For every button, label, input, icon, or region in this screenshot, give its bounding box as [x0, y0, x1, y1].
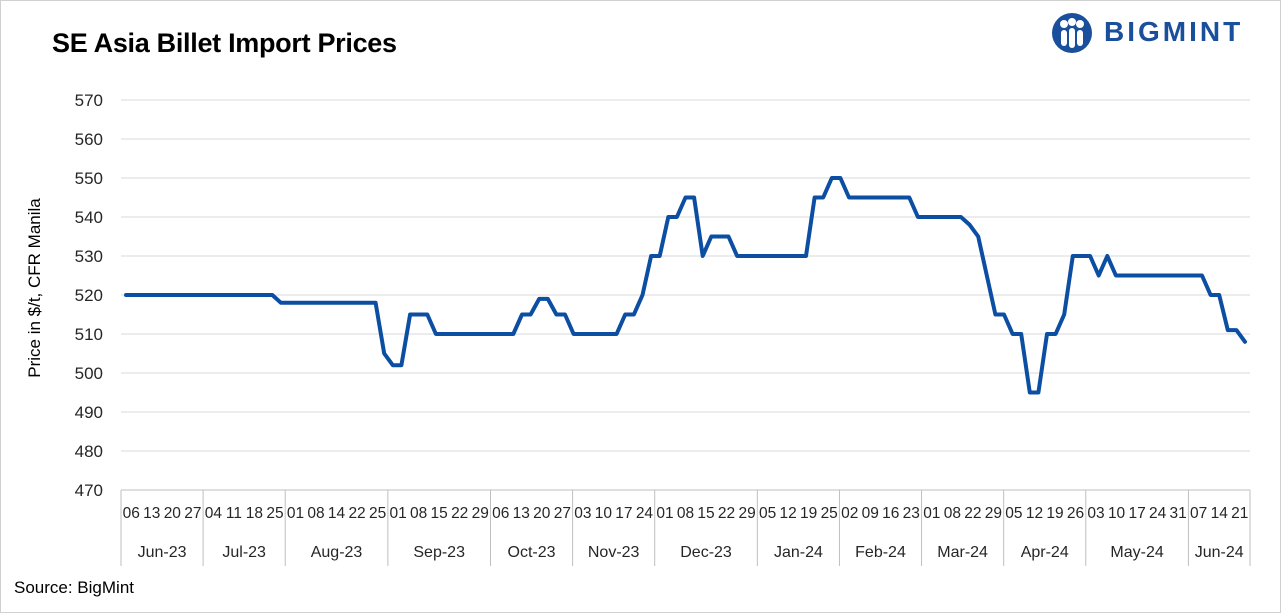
- x-day-label: 13: [143, 505, 160, 522]
- x-month-label: Nov-23: [588, 544, 640, 561]
- x-day-label: 14: [328, 505, 346, 522]
- x-day-label: 25: [821, 505, 838, 522]
- x-day-label: 22: [964, 505, 981, 522]
- x-day-label: 22: [718, 505, 735, 522]
- x-month-label: Feb-24: [855, 544, 906, 561]
- x-day-label: 20: [164, 505, 182, 522]
- x-day-label: 03: [574, 505, 591, 522]
- x-day-label: 19: [1046, 505, 1063, 522]
- x-axis: [120, 489, 1251, 566]
- bigmint-logo: [1052, 13, 1092, 53]
- y-tick-label: 540: [75, 208, 103, 227]
- x-day-label: 22: [348, 505, 365, 522]
- x-day-label: 10: [595, 505, 613, 522]
- x-day-label: 07: [1190, 505, 1207, 522]
- x-month-label: Jan-24: [774, 544, 823, 561]
- y-tick-label: 490: [75, 403, 103, 422]
- x-day-label: 24: [1149, 505, 1167, 522]
- x-day-label: 31: [1170, 505, 1187, 522]
- x-month-label: Dec-23: [680, 544, 732, 561]
- x-day-label: 08: [307, 505, 324, 522]
- x-month-label: Jul-23: [222, 544, 266, 561]
- x-day-label: 08: [677, 505, 694, 522]
- x-month-label: Jun-24: [1195, 544, 1244, 561]
- x-day-label: 19: [800, 505, 817, 522]
- y-tick-label: 560: [75, 130, 103, 149]
- y-tick-label: 550: [75, 169, 103, 188]
- x-day-label: 01: [287, 505, 304, 522]
- chart-title: SE Asia Billet Import Prices: [52, 28, 397, 58]
- x-day-label: 06: [123, 505, 140, 522]
- x-day-label: 09: [862, 505, 879, 522]
- x-day-label: 15: [697, 505, 714, 522]
- x-day-label: 29: [985, 505, 1002, 522]
- y-axis-label: Price in $/t, CFR Manila: [25, 198, 44, 378]
- x-day-label: 21: [1231, 505, 1248, 522]
- series-group: [124, 176, 1247, 395]
- bigmint-wordmark: BIGMINT: [1104, 16, 1244, 47]
- x-month-label: Apr-24: [1021, 544, 1069, 561]
- x-day-label: 14: [1211, 505, 1229, 522]
- y-tick-label: 480: [75, 442, 103, 461]
- x-day-label: 10: [1108, 505, 1126, 522]
- x-day-label: 15: [431, 505, 448, 522]
- y-tick-label: 500: [75, 364, 103, 383]
- x-day-label: 04: [205, 505, 223, 522]
- x-day-label: 01: [923, 505, 940, 522]
- x-day-label: 29: [738, 505, 755, 522]
- x-day-label: 13: [513, 505, 530, 522]
- x-axis-day-labels: 06 13 20 27 04 11 18 25 01 08 14 22 25 01 08 15 22 29 06 13…: [123, 505, 1249, 522]
- x-day-label: 08: [410, 505, 427, 522]
- y-axis-ticks: 470 480 490 500 510 520 530 540 550 560 570: [75, 91, 103, 500]
- x-day-label: 01: [656, 505, 673, 522]
- x-day-label: 20: [533, 505, 551, 522]
- x-day-label: 11: [226, 505, 242, 522]
- y-tick-label: 530: [75, 247, 103, 266]
- y-tick-label: 570: [75, 91, 103, 110]
- x-day-label: 18: [246, 505, 263, 522]
- x-day-label: 05: [759, 505, 776, 522]
- x-month-label: Oct-23: [508, 544, 556, 561]
- x-day-label: 27: [184, 505, 201, 522]
- x-day-label: 17: [615, 505, 632, 522]
- x-day-label: 02: [841, 505, 858, 522]
- x-day-label: 12: [1026, 505, 1043, 522]
- x-day-label: 03: [1087, 505, 1104, 522]
- x-day-label: 26: [1067, 505, 1084, 522]
- source-note: Source: BigMint: [14, 578, 134, 597]
- x-day-label: 12: [780, 505, 797, 522]
- y-tick-label: 470: [75, 481, 103, 500]
- x-day-label: 16: [882, 505, 899, 522]
- x-day-label: 08: [944, 505, 961, 522]
- y-tick-label: 510: [75, 325, 103, 344]
- x-month-label: Aug-23: [311, 544, 363, 561]
- x-month-label: Sep-23: [413, 544, 465, 561]
- x-day-label: 23: [903, 505, 920, 522]
- x-day-label: 01: [389, 505, 406, 522]
- gridlines: [121, 99, 1250, 452]
- x-day-label: 05: [1005, 505, 1022, 522]
- series-line: [124, 176, 1247, 395]
- bigmint-logo-icon: [1052, 13, 1092, 53]
- x-day-label: 24: [636, 505, 654, 522]
- x-day-label: 29: [472, 505, 489, 522]
- x-day-label: 25: [266, 505, 283, 522]
- y-tick-label: 520: [75, 286, 103, 305]
- x-month-label: Jun-23: [138, 544, 187, 561]
- x-day-label: 17: [1128, 505, 1145, 522]
- x-day-label: 22: [451, 505, 468, 522]
- x-axis-month-labels: Jun-23 Jul-23 Aug-23 Sep-23 Oct-23 Nov-23 Dec-…: [138, 544, 1244, 561]
- x-day-label: 25: [369, 505, 386, 522]
- x-month-label: May-24: [1110, 544, 1163, 561]
- x-day-label: 06: [492, 505, 509, 522]
- x-day-label: 27: [554, 505, 571, 522]
- x-month-label: Mar-24: [937, 544, 988, 561]
